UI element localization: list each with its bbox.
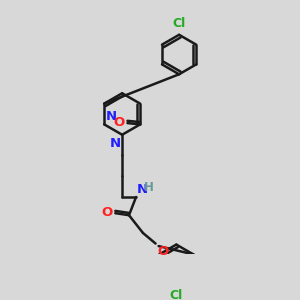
Text: Cl: Cl bbox=[172, 17, 186, 30]
Text: N: N bbox=[136, 183, 148, 196]
Text: Cl: Cl bbox=[170, 289, 183, 300]
Text: H: H bbox=[144, 181, 154, 194]
Text: O: O bbox=[101, 206, 112, 219]
Text: O: O bbox=[157, 244, 168, 258]
Text: N: N bbox=[106, 110, 117, 123]
Text: O: O bbox=[113, 116, 124, 129]
Text: N: N bbox=[110, 137, 121, 150]
